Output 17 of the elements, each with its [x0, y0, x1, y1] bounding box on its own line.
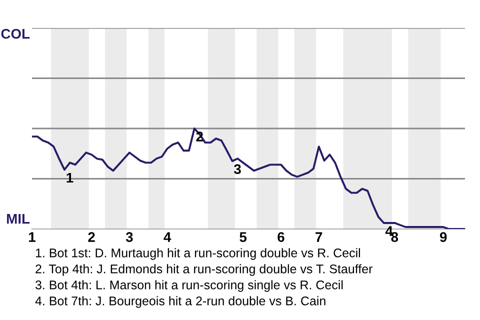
text: 3. Bot 4th: L. Marson hit a run-scoring single vs R. Cecil — [35, 280, 343, 292]
text: COL — [1, 28, 30, 39]
annotation: 1 — [66, 172, 74, 183]
text: 4. Bot 7th: J. Bourgeois hit a 2-run double vs B. Cain — [35, 296, 326, 308]
x-tick-label: 4 — [164, 232, 172, 242]
x-tick-label: 6 — [278, 232, 284, 242]
text: 1. Bot 1st: D. Murtaugh hit a run-scoring double vs R. Cecil — [36, 248, 360, 260]
x-tick-label: 9 — [440, 232, 447, 242]
x-tick-label: 3 — [126, 232, 133, 242]
x-tick-label: 2 — [88, 232, 95, 242]
x-tick-label: 1 — [29, 232, 36, 242]
text: MIL — [7, 214, 30, 224]
x-tick-label: 8 — [391, 232, 398, 242]
annotation: 3 — [234, 164, 241, 174]
x-tick-label: 7 — [316, 232, 322, 242]
x-tick-label: 5 — [240, 232, 247, 242]
text: 2. Top 4th: J. Edmonds hit a run-scoring double vs T. Stauffer — [36, 264, 372, 276]
